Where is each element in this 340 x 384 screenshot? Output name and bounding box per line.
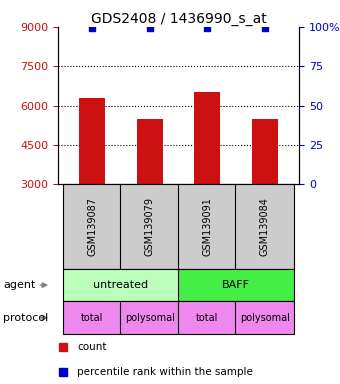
Text: GSM139091: GSM139091 <box>202 197 212 256</box>
Text: protocol: protocol <box>3 313 49 323</box>
Bar <box>194 93 220 184</box>
Text: BAFF: BAFF <box>222 280 250 290</box>
Text: total: total <box>81 313 103 323</box>
Bar <box>79 98 105 184</box>
Text: polysomal: polysomal <box>240 313 290 323</box>
Bar <box>235 301 294 334</box>
Bar <box>252 119 278 184</box>
Text: GSM139079: GSM139079 <box>145 197 155 256</box>
Text: polysomal: polysomal <box>125 313 175 323</box>
Text: GSM139087: GSM139087 <box>87 197 97 256</box>
Bar <box>177 301 237 334</box>
Text: count: count <box>77 341 107 352</box>
Text: total: total <box>196 313 218 323</box>
Bar <box>235 184 294 269</box>
Text: untreated: untreated <box>94 280 149 290</box>
Bar <box>120 301 180 334</box>
Bar <box>63 184 122 269</box>
Bar <box>137 119 163 184</box>
Bar <box>120 184 180 269</box>
Text: percentile rank within the sample: percentile rank within the sample <box>77 366 253 377</box>
Bar <box>63 301 122 334</box>
Title: GDS2408 / 1436990_s_at: GDS2408 / 1436990_s_at <box>91 12 266 26</box>
Text: GSM139084: GSM139084 <box>260 197 270 256</box>
Bar <box>177 269 294 301</box>
Text: agent: agent <box>3 280 36 290</box>
Bar <box>177 184 237 269</box>
Bar <box>63 269 180 301</box>
